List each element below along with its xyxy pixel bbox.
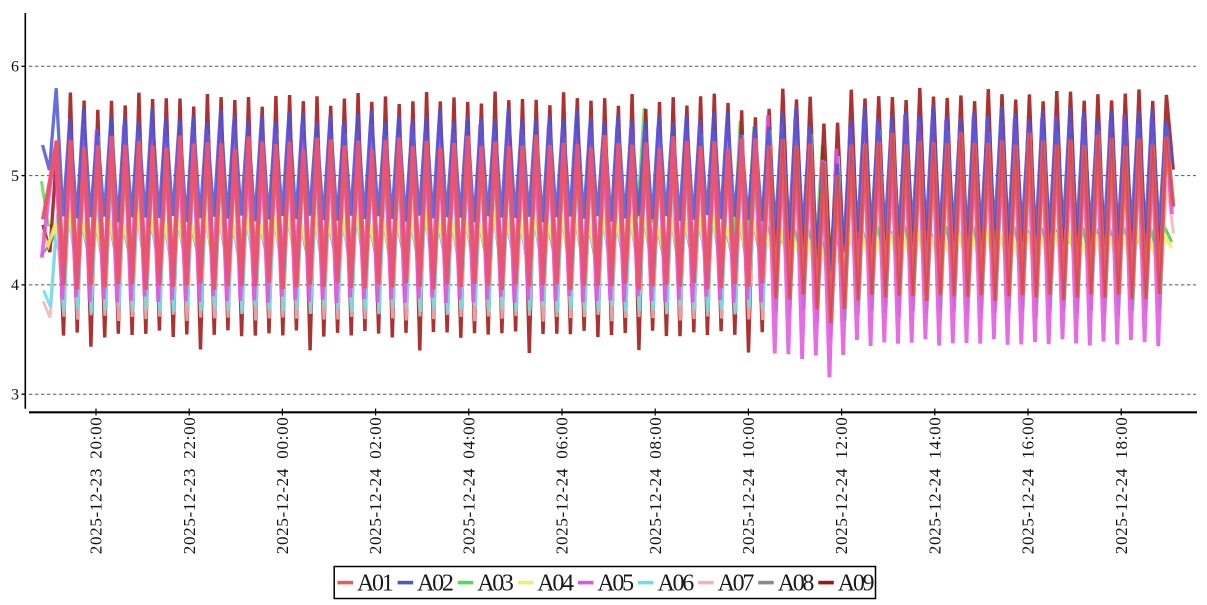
svg-text:2025-12-24 12:00: 2025-12-24 12:00 — [832, 417, 851, 555]
svg-text:2025-12-24 08:00: 2025-12-24 08:00 — [646, 417, 665, 555]
svg-text:6: 6 — [11, 59, 19, 76]
svg-text:A07: A07 — [718, 570, 755, 596]
svg-text:2025-12-24 00:00: 2025-12-24 00:00 — [273, 417, 292, 555]
svg-text:2025-12-24 16:00: 2025-12-24 16:00 — [1019, 417, 1038, 555]
svg-text:A02: A02 — [417, 570, 453, 596]
svg-text:3: 3 — [11, 386, 19, 403]
svg-text:2025-12-23 20:00: 2025-12-23 20:00 — [87, 417, 106, 555]
svg-text:2025-12-24 06:00: 2025-12-24 06:00 — [553, 417, 572, 555]
svg-text:A03: A03 — [477, 570, 514, 596]
svg-text:A08: A08 — [778, 570, 815, 596]
svg-text:4: 4 — [11, 277, 19, 294]
svg-text:5: 5 — [11, 168, 19, 185]
svg-text:A04: A04 — [537, 570, 574, 596]
svg-text:2025-12-24 04:00: 2025-12-24 04:00 — [459, 417, 478, 555]
svg-text:2025-12-23 22:00: 2025-12-23 22:00 — [180, 417, 199, 555]
svg-text:A05: A05 — [597, 570, 634, 596]
svg-text:2025-12-24 10:00: 2025-12-24 10:00 — [739, 417, 758, 555]
svg-text:2025-12-24 14:00: 2025-12-24 14:00 — [925, 417, 944, 555]
svg-text:A09: A09 — [838, 570, 875, 596]
svg-text:A06: A06 — [658, 570, 695, 596]
svg-text:2025-12-24 02:00: 2025-12-24 02:00 — [366, 417, 385, 555]
svg-text:2025-12-24 18:00: 2025-12-24 18:00 — [1112, 417, 1131, 555]
svg-text:A01: A01 — [357, 570, 393, 596]
